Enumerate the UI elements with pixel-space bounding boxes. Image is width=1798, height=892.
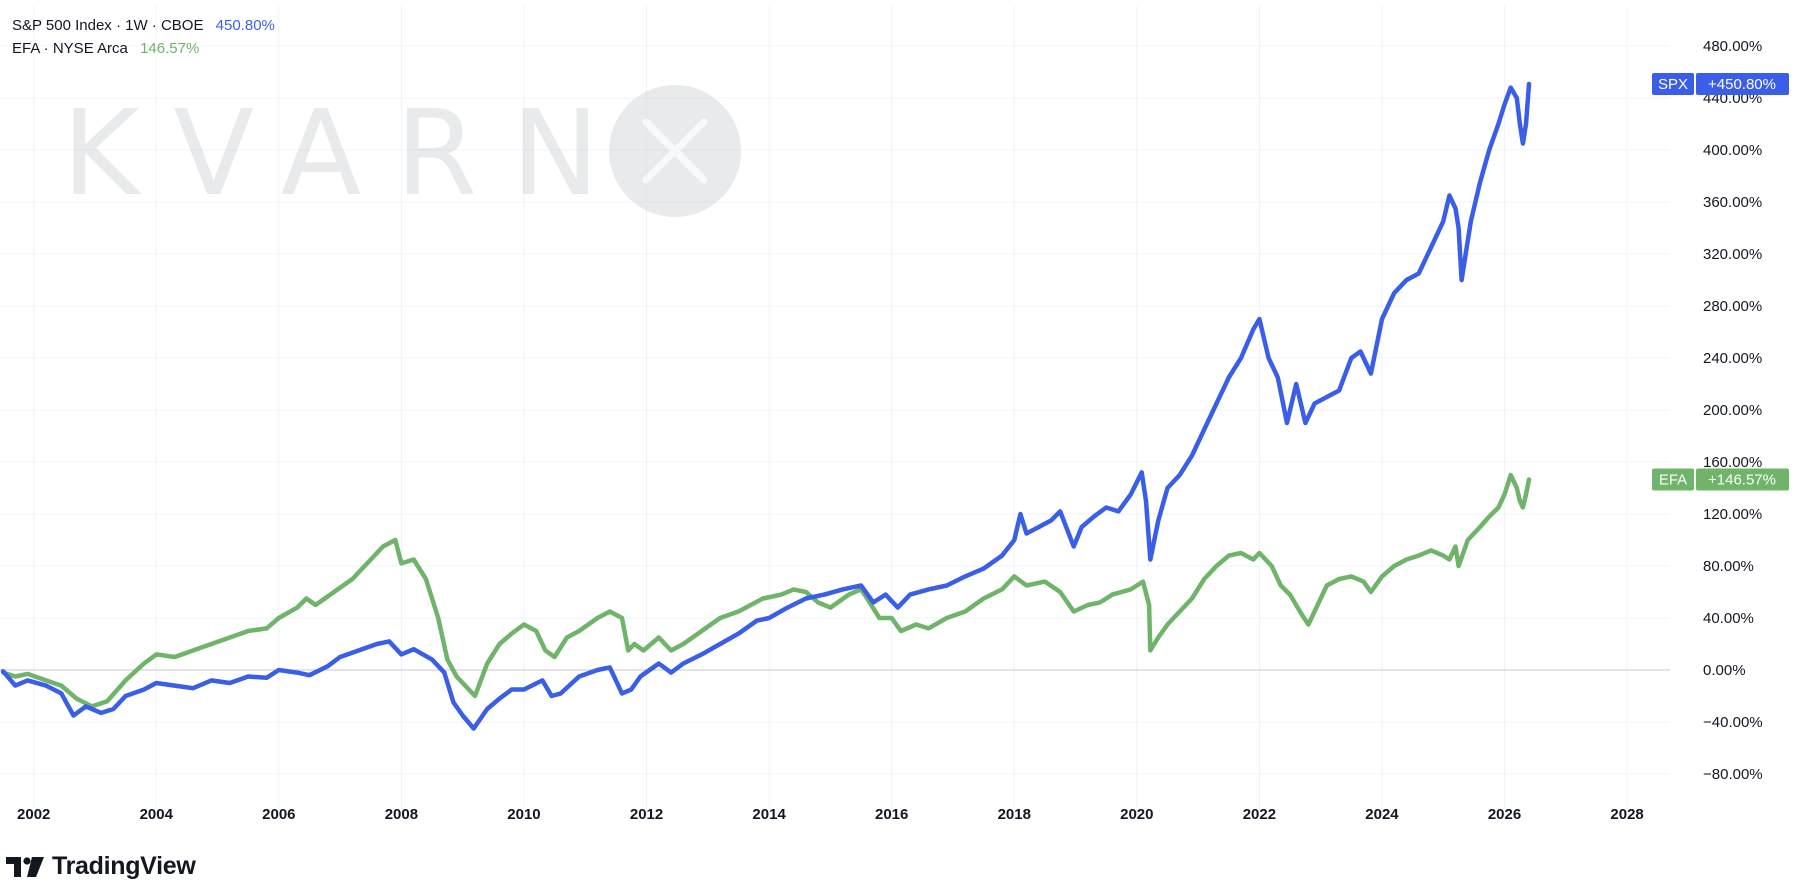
legend-efa-name: EFA · NYSE Arca [12, 40, 128, 57]
x-tick-label: 2010 [507, 806, 540, 823]
x-tick-label: 2014 [752, 806, 786, 823]
x-tick-label: 2026 [1488, 806, 1521, 823]
x-tick-label: 2018 [998, 806, 1031, 823]
y-tick-label: 320.00% [1703, 246, 1762, 263]
y-tick-label: 40.00% [1703, 610, 1754, 627]
y-tick-label: 80.00% [1703, 558, 1754, 575]
y-tick-label: −80.00% [1703, 766, 1763, 783]
badge-spx: SPX +450.80% [1652, 72, 1789, 95]
badge-spx-value-box [1696, 72, 1789, 95]
tradingview-logo-icon [6, 856, 44, 877]
y-tick-label: 240.00% [1703, 350, 1762, 367]
y-tick-label: 160.00% [1703, 454, 1762, 471]
legend-spx-name: S&P 500 Index · 1W · CBOE [12, 17, 204, 34]
y-tick-label: 200.00% [1703, 402, 1762, 419]
x-tick-label: 2020 [1120, 806, 1153, 823]
price-badges: SPX +450.80% EFA +146.57% [1652, 72, 1789, 491]
y-tick-label: 0.00% [1703, 662, 1746, 679]
x-tick-label: 2024 [1365, 806, 1399, 823]
legend-efa-value: 146.57% [140, 40, 200, 57]
legend-spx[interactable]: S&P 500 Index · 1W · CBOE 450.80% [12, 17, 275, 34]
kvarn-watermark: KVARN [62, 84, 741, 222]
legend-spx-value: 450.80% [215, 17, 275, 34]
y-tick-label: −40.00% [1703, 714, 1763, 731]
tradingview-logo[interactable]: TradingView [6, 852, 196, 881]
x-tick-label: 2028 [1610, 806, 1643, 823]
x-tick-label: 2006 [262, 806, 295, 823]
watermark-text: KVARN [62, 84, 634, 222]
x-tick-label: 2008 [385, 806, 418, 823]
x-tick-label: 2016 [875, 806, 908, 823]
x-tick-label: 2002 [17, 806, 50, 823]
badge-efa-value: +146.57% [1708, 471, 1776, 488]
badge-spx-symbol-box [1652, 72, 1694, 95]
badge-spx-symbol: SPX [1658, 76, 1688, 93]
y-tick-label: 280.00% [1703, 298, 1762, 315]
y-tick-label: 120.00% [1703, 506, 1762, 523]
badge-spx-value: +450.80% [1708, 76, 1776, 93]
y-tick-label: 480.00% [1703, 38, 1762, 55]
badge-efa: EFA +146.57% [1652, 468, 1789, 491]
badge-efa-symbol-box [1652, 468, 1694, 491]
badge-efa-value-box [1696, 468, 1789, 491]
tradingview-logo-text: TradingView [52, 852, 196, 880]
x-axis: 2002 2004 2006 2008 2010 2012 2014 2016 2018 2020… [17, 806, 1644, 823]
y-tick-label: 360.00% [1703, 194, 1762, 211]
y-tick-label: 400.00% [1703, 142, 1762, 159]
watermark-x-mark [642, 118, 708, 184]
x-tick-label: 2004 [140, 806, 174, 823]
series-layer [0, 81, 1532, 731]
badge-efa-symbol: EFA [1659, 471, 1687, 488]
x-tick-label: 2022 [1243, 806, 1276, 823]
legend-efa[interactable]: EFA · NYSE Arca 146.57% [12, 40, 199, 57]
series-line-spx[interactable] [0, 81, 1532, 731]
x-tick-label: 2012 [630, 806, 663, 823]
series-line-efa[interactable] [0, 472, 1532, 709]
